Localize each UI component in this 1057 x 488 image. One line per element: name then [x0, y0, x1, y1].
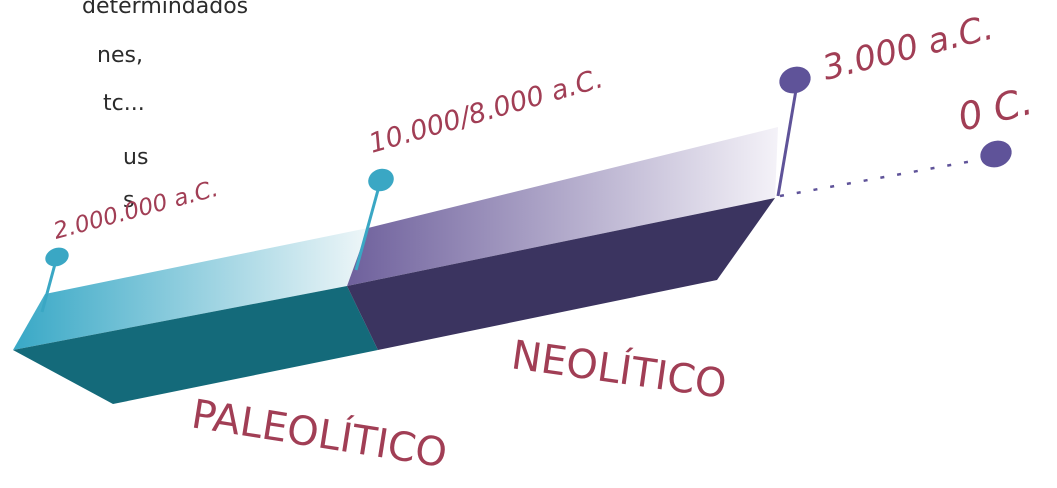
- period-label-neolithic: NEOLÍTICO: [509, 330, 730, 408]
- paleolithic-bar-top: [13, 228, 368, 350]
- paleolithic-start-pin-head: [45, 247, 69, 267]
- text-fragment-5: s: [123, 188, 135, 213]
- bronze-age-pin-stem: [776, 89, 798, 197]
- period-label-paleolithic: PALEOLÍTICO: [188, 389, 450, 477]
- bronze-age-pin-head: [779, 66, 811, 94]
- date-label-0: 0 C.: [954, 79, 1037, 140]
- text-fragment-4: us: [123, 145, 149, 170]
- text-fragment-1: determindados: [82, 0, 249, 19]
- paleolithic-start-pin-stem: [40, 263, 57, 313]
- text-fragment-3: tc...: [103, 91, 145, 116]
- text-fragment-2: nes,: [97, 43, 143, 68]
- date-label-2000000: 2.000.000 a.C.: [51, 176, 221, 245]
- neolithic-start-pin-head: [368, 168, 394, 192]
- neolithic-bar-front: [347, 198, 775, 350]
- paleolithic-bar-front: [13, 286, 378, 404]
- date-label-3000: 3.000 a.C.: [819, 8, 998, 89]
- date-label-10000-8000: 10.000/8.000 a.C.: [365, 63, 606, 160]
- neolithic-start-pin-stem: [354, 189, 380, 271]
- year-zero-pin-head: [980, 140, 1012, 168]
- neolithic-bar-top: [347, 127, 778, 286]
- future-dotted-line: [779, 158, 979, 198]
